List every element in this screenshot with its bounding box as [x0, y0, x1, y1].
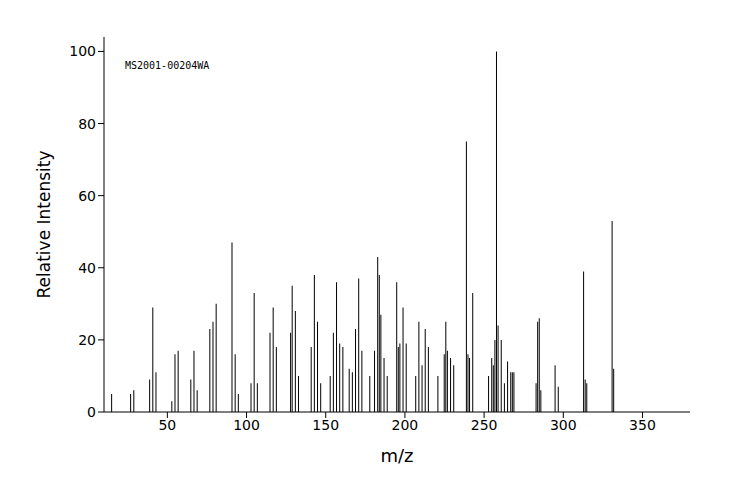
svg-text:40: 40 [78, 260, 96, 276]
svg-text:100: 100 [233, 417, 260, 433]
svg-text:200: 200 [392, 417, 419, 433]
svg-text:m/z: m/z [380, 445, 413, 466]
svg-text:300: 300 [550, 417, 577, 433]
svg-text:350: 350 [629, 417, 656, 433]
svg-text:Relative Intensity: Relative Intensity [34, 151, 54, 299]
html-text:MS2001-00204WA: MS2001-00204WA [125, 60, 210, 71]
svg-text:100: 100 [69, 43, 96, 59]
svg-text:60: 60 [78, 188, 96, 204]
svg-text:250: 250 [471, 417, 498, 433]
svg-text:150: 150 [312, 417, 339, 433]
svg-text:20: 20 [78, 332, 96, 348]
svg-text:0: 0 [87, 404, 96, 420]
svg-text:50: 50 [158, 417, 176, 433]
svg-text:80: 80 [78, 116, 96, 132]
